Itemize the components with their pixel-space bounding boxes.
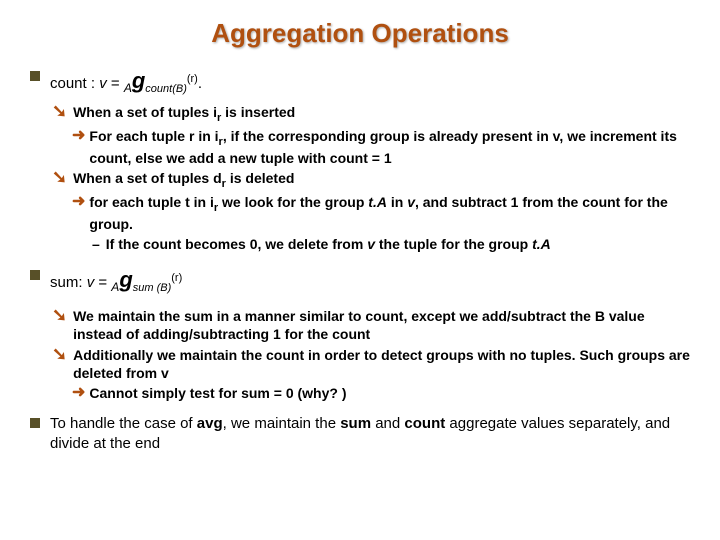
cdd2: we look for the group [218,194,368,210]
sum-detail1: We maintain the sum in a manner similar … [73,307,690,343]
count-countB: count(B) [145,83,187,95]
avg1: To handle the case of [50,415,197,432]
cdd3: in [387,194,407,210]
down-arrow-icon: ➘ [52,306,67,343]
count-r: (r) [187,73,198,85]
sum-detail2: Additionally we maintain the count in or… [73,346,690,382]
bullet-count-delete: ➘ When a set of tuples dr is deleted [52,169,690,191]
sum-definition: sum: v = Agsum (B)(r) [50,266,690,296]
cdstA: t.A [532,236,551,252]
cds1: If the count becomes 0, we delete from [106,236,367,252]
bullet-sum-detail3: ➜ Cannot simply test for sum = 0 (why? ) [72,384,690,402]
bullet-sum: sum: v = Agsum (B)(r) [30,266,690,296]
right-arrow-icon: ➜ [72,193,85,233]
right-arrow-icon: ➜ [72,127,85,167]
count-dot: . [198,75,202,92]
avg3: and [371,415,404,432]
count-label: count : [50,75,99,92]
cde: is deleted [226,170,294,186]
avgcount: count [404,415,445,432]
bullet-sum-detail1: ➘ We maintain the sum in a manner simila… [52,307,690,343]
cd1: When a set of tuples d [73,170,222,186]
bullet-count-delete-detail: ➜ for each tuple t in ir we look for the… [72,193,690,233]
count-insert-text: When a set of tuples ir is inserted [73,103,690,125]
count-delete-sub: If the count becomes 0, we delete from v… [106,235,690,253]
count-delete-text: When a set of tuples dr is deleted [73,169,690,191]
cid1: For each tuple r in i [89,128,218,144]
square-bullet-icon [30,418,40,428]
down-arrow-icon: ➘ [52,102,67,125]
cdsv: v [367,236,375,252]
count-eq: = [107,75,124,92]
sum-detail3: Cannot simply test for sum = 0 (why? ) [89,384,690,402]
down-arrow-icon: ➘ [52,345,67,382]
slide-title: Aggregation Operations [30,18,690,49]
bullet-count: count : v = Agcount(B)(r). [30,67,690,97]
bullet-sum-detail2: ➘ Additionally we maintain the count in … [52,346,690,382]
count-delete-detail: for each tuple t in ir we look for the g… [89,193,690,233]
cds2: the tuple for the group [375,236,532,252]
sum-label: sum: [50,274,87,291]
avgb: avg [197,415,223,432]
cddv: v [407,194,415,210]
bullet-count-insert-detail: ➜ For each tuple r in ir, if the corresp… [72,127,690,167]
square-bullet-icon [30,71,40,81]
dash-bullet-icon: – [92,235,100,253]
sum-eq: = [94,274,111,291]
right-arrow-icon: ➜ [72,384,85,402]
bullet-count-delete-sub: – If the count becomes 0, we delete from… [92,235,690,253]
cdd1: for each tuple t in i [89,194,213,210]
sum-sumB: sum (B) [133,282,172,294]
count-insert-end: is inserted [221,104,295,120]
bullet-count-insert: ➘ When a set of tuples ir is inserted [52,103,690,125]
count-g: g [132,68,145,93]
sum-g: g [119,267,132,292]
avgsum: sum [340,415,371,432]
count-v: v [99,75,107,92]
count-insert-detail: For each tuple r in ir, if the correspon… [89,127,690,167]
avg2: , we maintain the [223,415,341,432]
down-arrow-icon: ➘ [52,168,67,191]
square-bullet-icon [30,270,40,280]
count-definition: count : v = Agcount(B)(r). [50,67,690,97]
sum-r: (r) [171,272,182,284]
count-insert-part1: When a set of tuples i [73,104,217,120]
avg-text: To handle the case of avg, we maintain t… [50,414,690,453]
cddtA: t.A [368,194,387,210]
bullet-avg: To handle the case of avg, we maintain t… [30,414,690,453]
count-A: A [124,81,132,95]
